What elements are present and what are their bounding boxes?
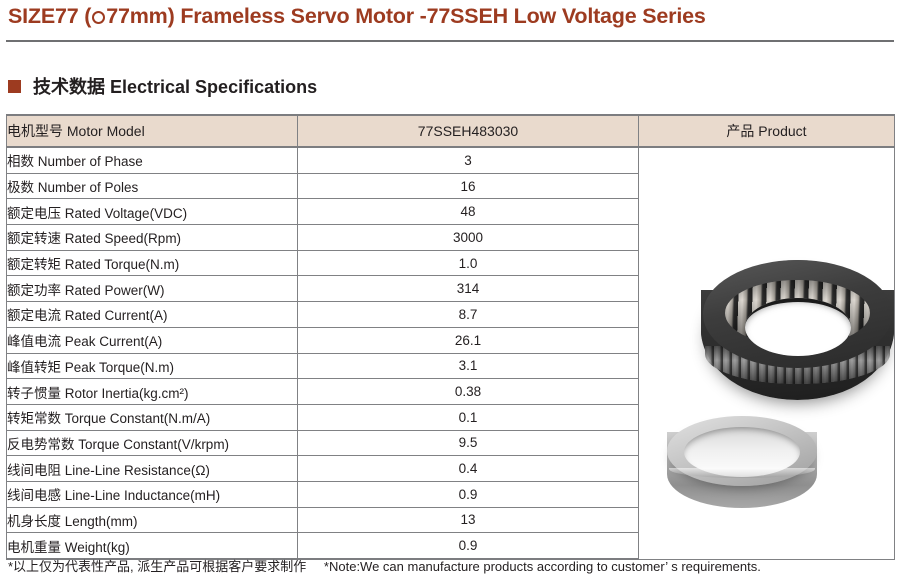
row-value: 3.1 (297, 352, 639, 380)
row-label: 反电势常数 Torque Constant(V/krpm) (6, 429, 298, 457)
page-title: SIZE77 ( 77mm) Frameless Servo Motor -77S… (8, 4, 706, 29)
table-row: 额定电流 Rated Current(A) 8.7 (6, 301, 895, 328)
table-row: 额定转矩 Rated Torque(N.m) 1.0 (6, 249, 895, 277)
table-row: 极数 Number of Poles 16 (6, 172, 895, 200)
footnote: *以上仅为代表性产品, 派生产品可根据客户要求制作 *Note:We can m… (8, 556, 761, 575)
footnote-cn: *以上仅为代表性产品, 派生产品可根据客户要求制作 (8, 559, 307, 574)
table-header-row: 电机型号 Motor Model 77SSEH483030 产品 Product (6, 114, 895, 148)
rotor-seam (669, 468, 815, 478)
table-row: 额定电压 Rated Voltage(VDC) 48 (6, 198, 895, 226)
square-bullet-icon (8, 79, 21, 93)
table-row: 电机重量 Weight(kg) 0.9 (6, 532, 895, 561)
row-label: 转矩常数 Torque Constant(N.m/A) (6, 403, 298, 431)
row-label: 额定转矩 Rated Torque(N.m) (6, 249, 298, 277)
page-title-suffix: 77mm) Frameless Servo Motor -77SSEH Low … (106, 4, 706, 28)
row-label: 额定功率 Rated Power(W) (6, 275, 298, 303)
table-row: 转矩常数 Torque Constant(N.m/A) 0.1 (6, 403, 895, 431)
row-value: 1.0 (297, 249, 639, 277)
row-value: 0.9 (297, 532, 639, 561)
table-row: 线间电感 Line-Line Inductance(mH) 0.9 (6, 480, 895, 508)
row-value: 48 (297, 198, 639, 226)
row-label: 线间电感 Line-Line Inductance(mH) (6, 480, 298, 508)
row-label: 相数 Number of Phase (6, 146, 298, 174)
row-label: 额定电流 Rated Current(A) (6, 301, 298, 328)
row-value: 0.1 (297, 403, 639, 431)
row-value: 314 (297, 275, 639, 303)
table-row: 额定功率 Rated Power(W) 314 (6, 275, 895, 303)
row-label: 额定电压 Rated Voltage(VDC) (6, 198, 298, 226)
row-label: 机身长度 Length(mm) (6, 506, 298, 534)
table-body: 相数 Number of Phase 3 (6, 146, 895, 561)
circle-diameter-symbol-icon (92, 11, 106, 24)
table-row: 机身长度 Length(mm) 13 (6, 506, 895, 534)
row-value: 9.5 (297, 429, 639, 457)
table-row: 反电势常数 Torque Constant(V/krpm) 9.5 (6, 429, 895, 457)
row-value: 8.7 (297, 301, 639, 328)
table-row: 额定转速 Rated Speed(Rpm) 3000 (6, 224, 895, 251)
row-value: 0.38 (297, 378, 639, 405)
table-row: 峰值转矩 Peak Torque(N.m) 3.1 (6, 352, 895, 380)
row-value: 26.1 (297, 326, 639, 354)
electrical-specifications-table: 电机型号 Motor Model 77SSEH483030 产品 Product… (6, 114, 895, 561)
row-label: 极数 Number of Poles (6, 172, 298, 200)
row-value: 3000 (297, 224, 639, 251)
column-header-model-number: 77SSEH483030 (297, 114, 639, 148)
title-divider (6, 40, 894, 42)
column-header-product: 产品 Product (638, 114, 895, 148)
motor-rotor-ring (667, 416, 817, 522)
column-header-motor-model: 电机型号 Motor Model (6, 114, 298, 148)
section-header: 技术数据 Electrical Specifications (8, 73, 317, 99)
row-value: 3 (297, 146, 639, 174)
table-row: 转子惯量 Rotor Inertia(kg.cm²) 0.38 (6, 378, 895, 405)
row-label: 峰值转矩 Peak Torque(N.m) (6, 352, 298, 380)
row-value: 13 (297, 506, 639, 534)
row-label: 线间电阻 Line-Line Resistance(Ω) (6, 455, 298, 482)
product-image-cell (638, 146, 895, 560)
product-image-stage (639, 148, 894, 559)
row-label: 峰值电流 Peak Current(A) (6, 326, 298, 354)
row-label: 电机重量 Weight(kg) (6, 532, 298, 561)
row-value: 0.9 (297, 480, 639, 508)
section-title: 技术数据 Electrical Specifications (33, 77, 318, 97)
motor-stator-ring (701, 260, 894, 400)
row-label: 转子惯量 Rotor Inertia(kg.cm²) (6, 378, 298, 405)
table-row: 相数 Number of Phase 3 (6, 146, 895, 560)
stator-bore (745, 298, 851, 356)
row-label: 额定转速 Rated Speed(Rpm) (6, 224, 298, 251)
stator-bore-shadow (745, 298, 851, 356)
row-value: 16 (297, 172, 639, 200)
page-title-prefix: SIZE77 ( (8, 4, 92, 28)
footnote-en: *Note:We can manufacture products accord… (323, 559, 761, 574)
row-value: 0.4 (297, 455, 639, 482)
